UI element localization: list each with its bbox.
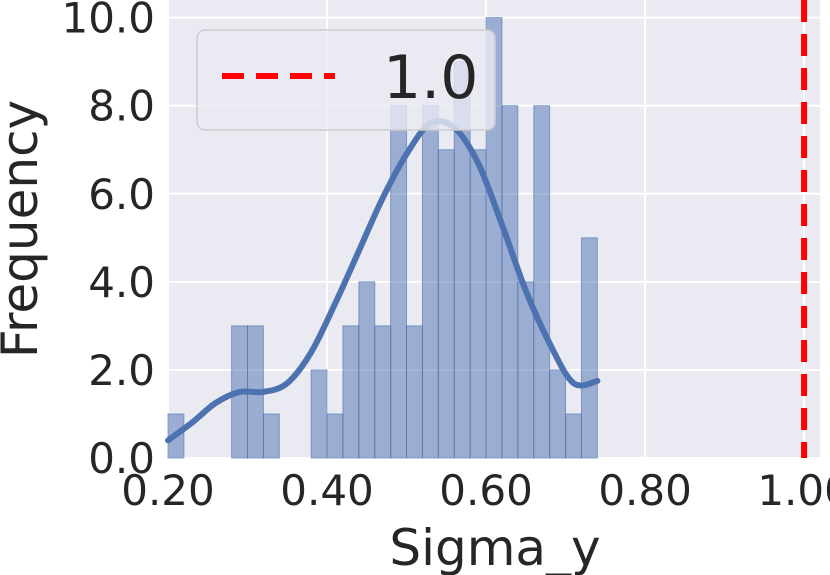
legend-box: [196, 29, 496, 131]
histogram-bar: [342, 325, 360, 459]
y-tick-label: 6.0: [88, 170, 155, 219]
histogram-bar: [501, 105, 519, 459]
histogram-bar: [310, 369, 328, 459]
x-axis-ticks: 0.20 0.40 0.60 0.80 1.00: [121, 466, 830, 515]
legend-label: 1.0: [383, 43, 478, 113]
y-axis-label: Frequency: [0, 100, 49, 358]
legend: 1.0: [196, 29, 496, 131]
histogram-bar: [374, 325, 392, 459]
kde-curve: [165, 118, 601, 444]
histogram-bar: [262, 413, 280, 459]
histogram-bar: [421, 105, 439, 459]
x-tick-label: 0.60: [439, 466, 533, 515]
y-tick-label: 4.0: [88, 258, 155, 307]
x-tick-label: 0.80: [598, 466, 692, 515]
x-axis-label: Sigma_y: [389, 519, 600, 575]
histogram-bars: [167, 17, 598, 459]
histogram-bar: [549, 369, 567, 459]
y-tick-label: 8.0: [88, 82, 155, 131]
histogram-bar: [437, 149, 455, 459]
y-tick-label: 10.0: [61, 0, 155, 43]
histogram-bar: [406, 325, 423, 459]
y-axis-ticks: 0.0 2.0 4.0 6.0 8.0 10.0: [61, 0, 155, 483]
x-tick-label: 1.00: [757, 466, 830, 515]
y-tick-label: 0.0: [88, 434, 155, 483]
histogram-bar: [326, 413, 344, 459]
histogram-bar: [469, 149, 487, 459]
histogram-bar: [358, 281, 376, 459]
histogram-bar: [580, 237, 598, 459]
histogram-bar: [565, 413, 582, 459]
x-tick-label: 0.40: [280, 466, 374, 515]
y-tick-label: 2.0: [88, 346, 155, 395]
x-tick-label: 0.20: [121, 466, 215, 515]
histogram-bar: [533, 105, 551, 459]
